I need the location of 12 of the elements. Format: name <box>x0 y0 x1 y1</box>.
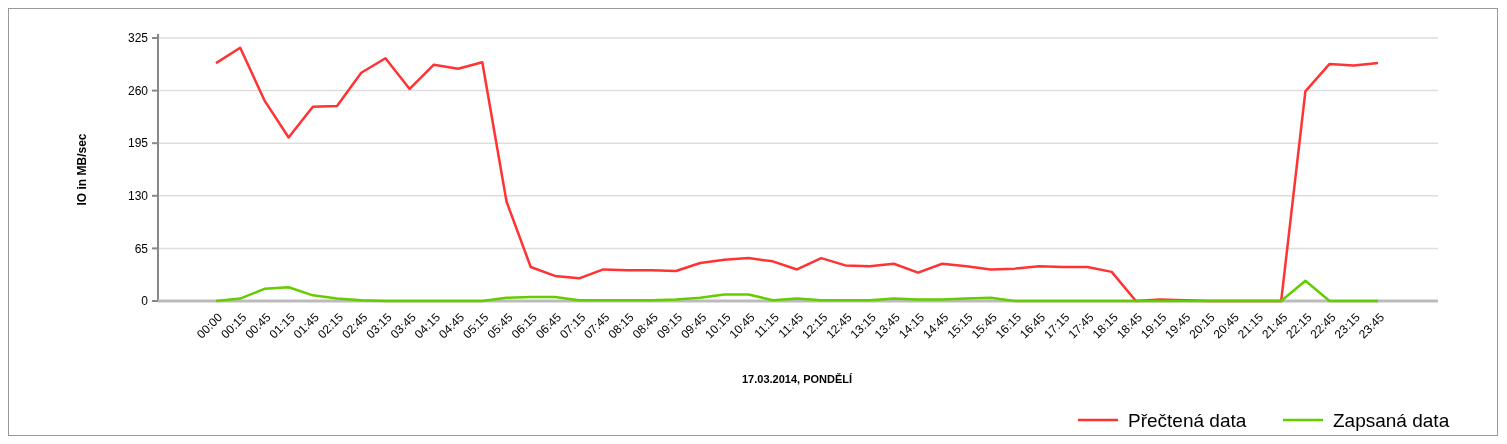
line-series <box>214 46 1380 303</box>
x-axis-title: 17.03.2014, PONDĚLÍ <box>741 373 853 385</box>
y-tick-label: 0 <box>141 294 149 309</box>
y-tick-label: 65 <box>134 241 149 256</box>
y-axis-title: IO in MB/sec <box>75 133 89 206</box>
y-tick-label: 325 <box>127 31 149 46</box>
line-series <box>214 279 1380 303</box>
y-tick-label: 130 <box>127 189 149 203</box>
legend-label: Zapsaná data <box>1333 409 1450 431</box>
y-tick-label: 260 <box>127 83 149 98</box>
legend-label: Přečtená data <box>1128 409 1247 431</box>
y-tick-label: 195 <box>127 136 149 151</box>
